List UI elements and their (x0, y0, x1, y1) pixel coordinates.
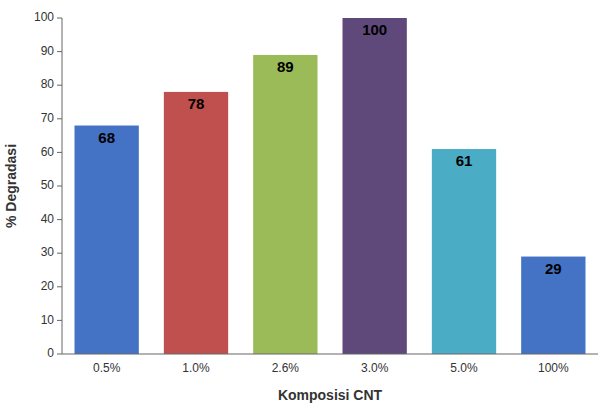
chart-container: 0 10 20 30 40 50 60 70 80 90 100 68 78 89 100 61 29 0.5% 1… (0, 0, 614, 412)
y-tick-label: 60 (41, 145, 55, 159)
y-tick-label: 10 (41, 313, 55, 327)
bar (521, 257, 585, 354)
y-tick (57, 219, 62, 220)
bar (253, 55, 317, 354)
bar (75, 126, 139, 354)
y-tick-label: 30 (41, 245, 55, 259)
data-label: 61 (456, 152, 473, 169)
y-tick (57, 85, 62, 86)
bar (432, 149, 496, 354)
y-tick-label: 70 (41, 111, 55, 125)
y-tick (57, 51, 62, 52)
y-tick (57, 186, 62, 187)
y-tick (57, 253, 62, 254)
y-axis-line (62, 18, 63, 354)
chart: 0 10 20 30 40 50 60 70 80 90 100 68 78 89 100 61 29 0.5% 1… (0, 0, 614, 412)
data-labels: 68 78 89 100 61 29 (98, 21, 561, 277)
x-tick-label: 5.0% (450, 361, 478, 375)
data-label: 68 (98, 129, 115, 146)
x-axis-line (62, 354, 598, 355)
x-axis-label: Komposisi CNT (278, 387, 383, 403)
y-tick-label: 20 (41, 279, 55, 293)
x-tick-label: 3.0% (361, 361, 389, 375)
y-tick (57, 286, 62, 287)
data-label: 29 (545, 260, 562, 277)
y-tick (57, 152, 62, 153)
data-label: 100 (362, 21, 387, 38)
y-tick-label: 90 (41, 44, 55, 58)
bars (75, 18, 586, 354)
y-tick-label: 40 (41, 212, 55, 226)
y-tick (57, 354, 62, 355)
y-tick (57, 118, 62, 119)
y-axis: 0 10 20 30 40 50 60 70 80 90 100 (34, 10, 62, 360)
x-axis: 0.5% 1.0% 2.6% 3.0% 5.0% 100% (93, 361, 569, 375)
y-tick-label: 100 (34, 10, 54, 24)
x-tick-label: 1.0% (182, 361, 210, 375)
x-tick-label: 2.6% (272, 361, 300, 375)
bar (343, 18, 407, 354)
y-tick-label: 50 (41, 178, 55, 192)
bar (164, 92, 228, 354)
x-tick-label: 0.5% (93, 361, 121, 375)
data-label: 78 (188, 95, 205, 112)
x-tick-label: 100% (538, 361, 569, 375)
y-tick-label: 80 (41, 77, 55, 91)
y-tick (57, 18, 62, 19)
data-label: 89 (277, 58, 294, 75)
y-axis-label: % Degradasi (3, 144, 19, 228)
y-tick (57, 320, 62, 321)
y-tick-label: 0 (47, 346, 54, 360)
